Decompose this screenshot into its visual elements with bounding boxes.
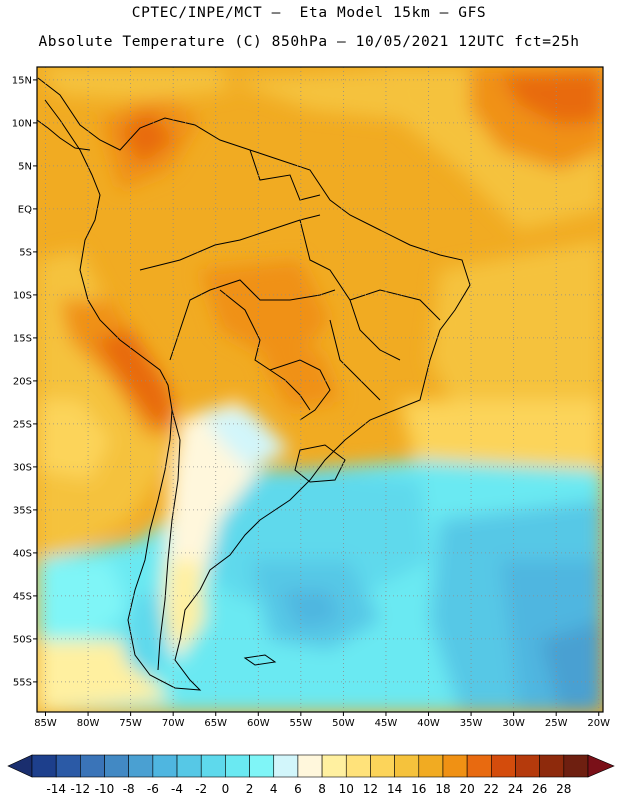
map-title: CPTEC/INPE/MCT – Eta Model 15km – GFS xyxy=(131,5,487,21)
colorbar-label: -2 xyxy=(195,782,207,796)
lon-tick-label: 50W xyxy=(332,718,355,729)
lon-tick-label: 85W xyxy=(34,718,57,729)
colorbar-swatch xyxy=(273,754,299,778)
colorbar-label: -14 xyxy=(46,782,66,796)
colorbar-label: 24 xyxy=(508,782,523,796)
lat-tick-label: 15N xyxy=(12,75,32,86)
colorbar-swatch xyxy=(370,754,395,778)
lon-tick-label: 65W xyxy=(204,718,227,729)
colorbar-swatch xyxy=(563,754,589,778)
temperature-field xyxy=(37,67,603,712)
lat-tick-label: 15S xyxy=(13,333,32,344)
lat-tick-label: 50S xyxy=(13,634,32,645)
lat-tick-label: 40S xyxy=(13,548,32,559)
colorbar-swatch xyxy=(539,754,565,778)
colorbar-swatch xyxy=(225,754,250,778)
colorbar-label: -6 xyxy=(147,782,159,796)
colorbar-swatch xyxy=(442,754,468,778)
colorbar-swatch xyxy=(249,754,275,778)
lat-tick-label: EQ xyxy=(18,204,32,215)
colorbar-label: 6 xyxy=(294,782,302,796)
colorbar-swatch xyxy=(466,754,492,778)
brazil-internal-states xyxy=(299,219,441,401)
colorbar-label: 0 xyxy=(222,782,230,796)
central-america-coast xyxy=(37,119,91,151)
colorbar-swatch xyxy=(55,754,81,778)
colorbar-label: -8 xyxy=(123,782,135,796)
lon-tick-label: 70W xyxy=(162,718,185,729)
lon-tick-label: 80W xyxy=(77,718,100,729)
colorbar-label: 26 xyxy=(532,782,547,796)
lon-tick-label: 60W xyxy=(247,718,270,729)
colorbar-label: 18 xyxy=(435,782,450,796)
lat-tick-label: 55S xyxy=(13,677,32,688)
lon-tick-label: 20W xyxy=(587,718,610,729)
coastline-borders xyxy=(37,77,471,691)
colorbar-label: 14 xyxy=(387,782,402,796)
lat-tick-label: 5S xyxy=(19,247,32,258)
lat-tick-label: 25S xyxy=(13,419,32,430)
colorbar-swatch xyxy=(515,754,540,778)
lat-tick-label: 10N xyxy=(12,118,32,129)
colorbar-label: 4 xyxy=(270,782,278,796)
lat-tick-label: 5N xyxy=(18,161,32,172)
colorbar-swatch xyxy=(200,754,226,778)
south-america-coastline xyxy=(37,77,471,691)
colorbar-swatch xyxy=(176,754,202,778)
colorbar-label: 22 xyxy=(484,782,499,796)
colorbar-labels: -14 -12 -10 -8 -6 -4 -2 0 2 4 6 8 10 12 14 16 18 20 22 24 26… xyxy=(46,782,571,796)
lon-tick-label: 35W xyxy=(460,718,483,729)
andes-border xyxy=(169,279,336,361)
colorbar-swatch xyxy=(128,754,154,778)
colorbar-swatch xyxy=(80,754,105,778)
colorbar-min-arrow xyxy=(7,754,33,778)
colorbar-swatch xyxy=(418,754,444,778)
colorbar-label: -4 xyxy=(171,782,183,796)
colorbar-label: 2 xyxy=(246,782,254,796)
lon-tick-label: 55W xyxy=(290,718,313,729)
colorbar-swatch xyxy=(321,754,347,778)
lon-tick-label: 30W xyxy=(502,718,525,729)
colorbar-label: -12 xyxy=(71,782,91,796)
guianas-border xyxy=(249,149,321,201)
colorbar-swatch xyxy=(152,754,178,778)
colorbar-swatch xyxy=(104,754,129,778)
colorbar-swatch xyxy=(491,754,516,778)
lat-tick-label: 20S xyxy=(13,376,32,387)
argentina-chile-border xyxy=(157,409,181,671)
colorbar-label: 16 xyxy=(411,782,426,796)
colorbar-label: 10 xyxy=(339,782,354,796)
colorbar-label: -10 xyxy=(95,782,115,796)
lat-tick-label: 30S xyxy=(13,462,32,473)
colorbar-label: 20 xyxy=(459,782,474,796)
longitude-labels: 85W 80W 75W 70W 65W 60W 55W 50W 45W 40W 35W 30W 25W 2… xyxy=(34,712,610,729)
lon-tick-label: 45W xyxy=(375,718,398,729)
colorbar xyxy=(7,754,615,778)
colorbar-swatch xyxy=(394,754,420,778)
lon-tick-label: 25W xyxy=(545,718,568,729)
lon-tick-label: 40W xyxy=(417,718,440,729)
colorbar-swatch xyxy=(297,754,323,778)
colorbar-max-arrow xyxy=(587,754,615,778)
map-frame xyxy=(36,66,604,713)
map-subtitle: Absolute Temperature (C) 850hPa – 10/05/… xyxy=(38,34,580,50)
colorbar-swatch xyxy=(345,754,371,778)
colorbar-label: 12 xyxy=(363,782,378,796)
bolivia-border xyxy=(219,289,311,411)
uruguay-outline xyxy=(294,444,346,483)
colorbar-label: 28 xyxy=(556,782,571,796)
lat-tick-label: 10S xyxy=(13,290,32,301)
lat-tick-label: 45S xyxy=(13,591,32,602)
lat-tick-label: 35S xyxy=(13,505,32,516)
paraguay-border xyxy=(269,359,331,421)
colorbar-label: 8 xyxy=(318,782,326,796)
latitude-labels: 15N 10N 5N EQ 5S 10S 15S 20S 25S 30S 35S 40S 45S 50S 5… xyxy=(12,75,37,688)
lon-tick-label: 75W xyxy=(119,718,142,729)
colorbar-swatch xyxy=(31,754,57,778)
